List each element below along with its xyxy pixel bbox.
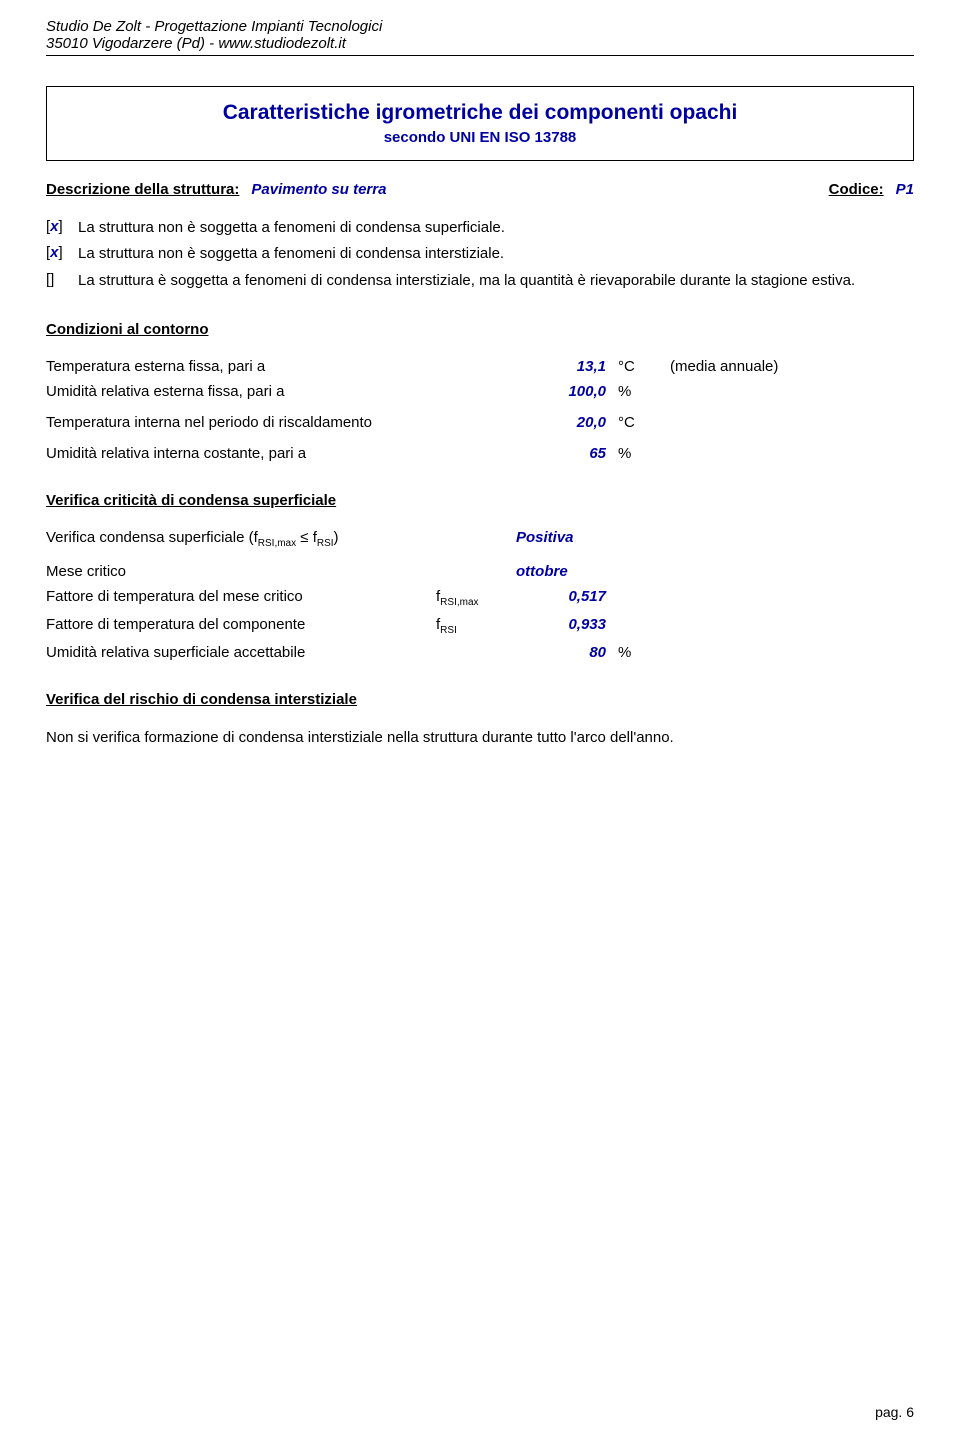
structure-info-row: Descrizione della struttura: Pavimento s… [46,181,914,198]
data-row: Temperatura interna nel periodo di risca… [46,414,914,431]
structure-desc-value: Pavimento su terra [251,181,828,198]
title-line-2: secondo UNI EN ISO 13788 [47,129,913,146]
section-head-conditions: Condizioni al contorno [46,321,914,338]
row-value: 13,1 [516,358,606,375]
data-row: Verifica condensa superficiale (fRSI,max… [46,529,914,549]
check-row: [x] La struttura non è soggetta a fenome… [46,218,914,238]
row-value: 0,933 [516,616,606,633]
structure-code-label: Codice: [829,181,884,198]
page-number: pag. 6 [875,1404,914,1420]
header-line-2: 35010 Vigodarzere (Pd) - www.studiodezol… [46,35,914,56]
title-box: Caratteristiche igrometriche dei compone… [46,86,914,161]
data-row: Temperatura esterna fissa, pari a 13,1 °… [46,358,914,375]
data-row: Umidità relativa superficiale accettabil… [46,644,914,661]
check-text: La struttura non è soggetta a fenomeni d… [78,244,914,264]
structure-desc-label: Descrizione della struttura: [46,181,239,198]
row-value: Positiva [516,529,606,546]
check-text: La struttura è soggetta a fenomeni di co… [78,271,914,291]
row-unit: °C [606,414,650,431]
row-label: Mese critico [46,563,436,580]
row-unit: % [606,644,650,661]
row-symbol: fRSI [436,616,516,636]
interstitial-text: Non si verifica formazione di condensa i… [46,728,914,748]
check-row: [x] La struttura non è soggetta a fenome… [46,244,914,264]
section-head-interstitial: Verifica del rischio di condensa interst… [46,691,914,708]
row-label: Umidità relativa superficiale accettabil… [46,644,436,661]
data-row: Umidità relativa esterna fissa, pari a 1… [46,383,914,400]
row-label: Fattore di temperatura del componente [46,616,436,633]
row-label: Umidità relativa esterna fissa, pari a [46,383,436,400]
check-text: La struttura non è soggetta a fenomeni d… [78,218,914,238]
row-unit: % [606,445,650,462]
data-row: Fattore di temperatura del componente fR… [46,616,914,636]
row-value: 65 [516,445,606,462]
header-line-1: Studio De Zolt - Progettazione Impianti … [46,18,914,35]
row-label: Temperatura esterna fissa, pari a [46,358,436,375]
check-mark: [x] [46,218,78,238]
data-row: Mese critico ottobre [46,563,914,580]
row-symbol: fRSI,max [436,588,516,608]
row-label: Fattore di temperatura del mese critico [46,588,436,605]
row-value: 20,0 [516,414,606,431]
row-unit: °C [606,358,650,375]
row-value: 0,517 [516,588,606,605]
data-row: Fattore di temperatura del mese critico … [46,588,914,608]
row-note: (media annuale) [650,358,914,375]
title-line-1: Caratteristiche igrometriche dei compone… [47,101,913,125]
check-row: [] La struttura è soggetta a fenomeni di… [46,271,914,291]
data-row: Umidità relativa interna costante, pari … [46,445,914,462]
row-label: Umidità relativa interna costante, pari … [46,445,436,462]
row-unit: % [606,383,650,400]
row-value: ottobre [516,563,606,580]
section-head-surface: Verifica criticità di condensa superfici… [46,492,914,509]
structure-code-value: P1 [896,181,914,198]
row-label: Verifica condensa superficiale (fRSI,max… [46,529,516,549]
row-value: 80 [516,644,606,661]
row-value: 100,0 [516,383,606,400]
row-label: Temperatura interna nel periodo di risca… [46,414,436,431]
check-mark: [x] [46,244,78,264]
check-mark: [] [46,271,78,291]
